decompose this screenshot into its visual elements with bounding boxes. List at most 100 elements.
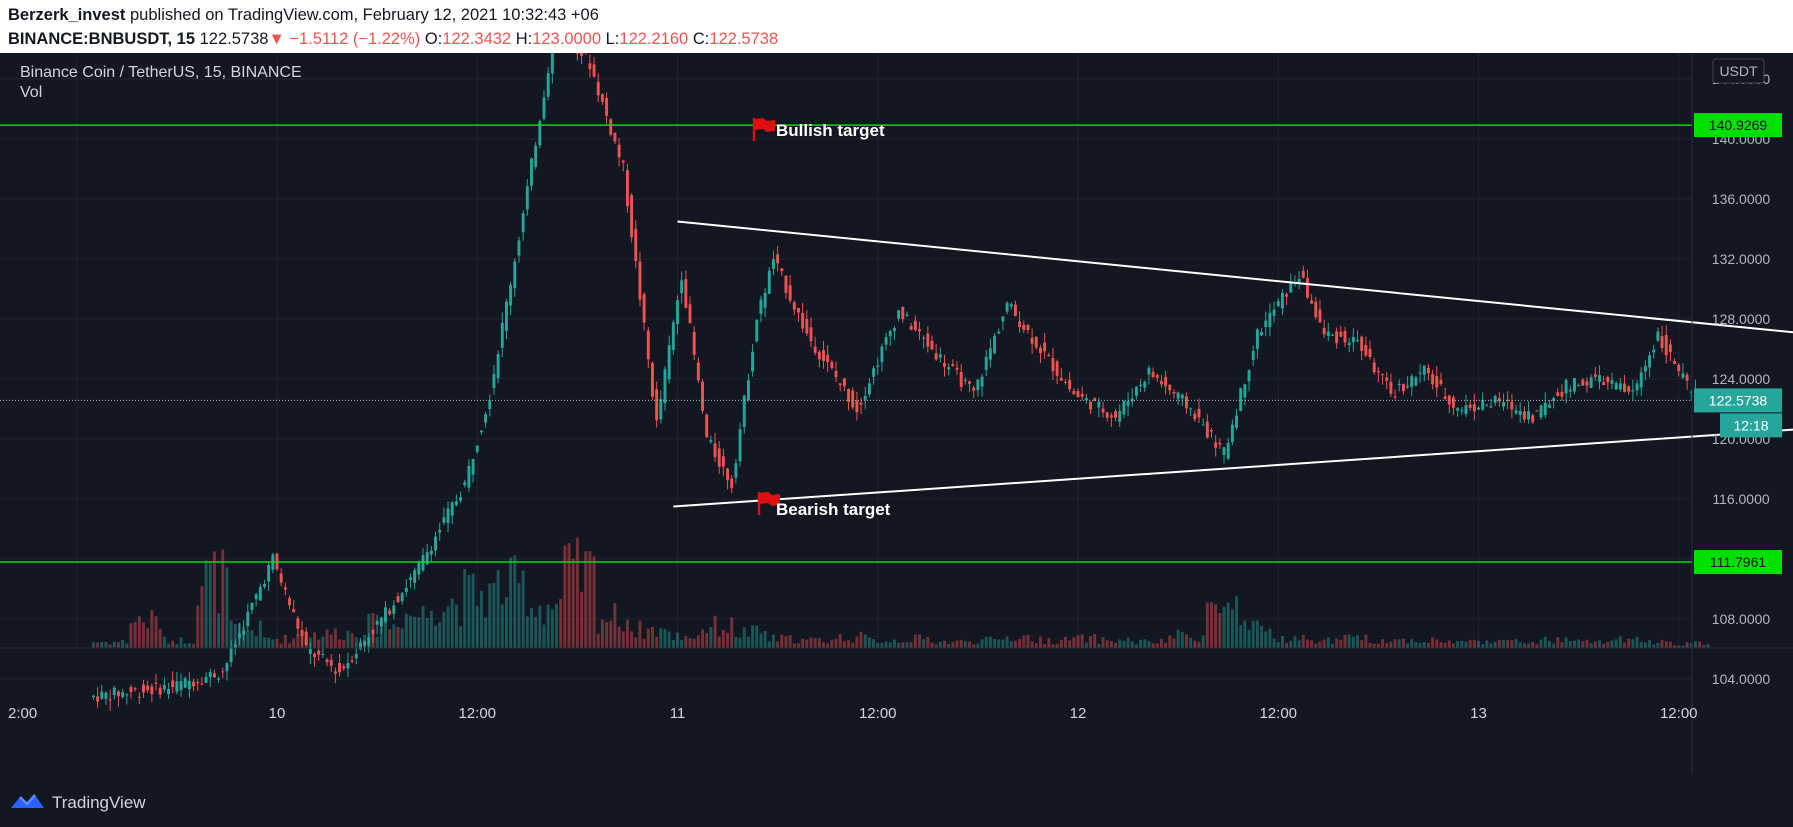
candle [634, 220, 638, 269]
candle [792, 300, 796, 315]
volume-bar [288, 643, 291, 648]
candle-body [1589, 377, 1593, 388]
candle-body [655, 389, 659, 421]
candle [1201, 418, 1205, 426]
volume-bar [642, 638, 646, 648]
candle [379, 616, 383, 634]
price-tick-label: 104.0000 [1712, 671, 1771, 687]
candle-body [162, 685, 166, 690]
tradingview-brand-label[interactable]: TradingView [52, 793, 146, 812]
candle-body [788, 285, 792, 301]
volume-bar [91, 642, 95, 648]
chart-area[interactable]: Bullish target Bearish target 104.0000 10… [0, 14, 1793, 774]
candle [1472, 393, 1476, 421]
candle [463, 479, 467, 488]
volume-bar [1652, 644, 1656, 648]
volume-bar [1485, 640, 1489, 648]
candle [1623, 374, 1626, 393]
volume-bar [1593, 641, 1597, 648]
candle [350, 655, 354, 664]
candle [1535, 409, 1539, 412]
candle [1602, 375, 1606, 386]
candle [1593, 367, 1597, 381]
candle [142, 679, 145, 698]
candle-body [717, 448, 721, 467]
volume-bar [1698, 641, 1702, 648]
drawing-layer[interactable] [0, 124, 1793, 563]
candle [1547, 399, 1551, 408]
candle [1331, 333, 1334, 337]
candle-body [442, 517, 446, 523]
candle-body [696, 362, 700, 381]
volume-bar [1143, 639, 1147, 648]
candle [951, 359, 955, 367]
candle-body [713, 443, 717, 458]
candle-body [888, 330, 892, 337]
volume-bar [467, 575, 471, 648]
candle [830, 359, 834, 370]
candle-body [1614, 383, 1618, 390]
last-price-badge-bg [1694, 388, 1782, 413]
candle-body [1130, 398, 1134, 402]
volume-bars [91, 537, 1710, 648]
candle [1560, 384, 1564, 401]
candle [96, 687, 100, 708]
triangle-trendline[interactable] [673, 424, 1793, 508]
volume-bar [313, 632, 317, 648]
candle [488, 394, 492, 417]
candle-body [484, 414, 488, 423]
volume-bar [684, 636, 688, 648]
candle [233, 639, 237, 655]
candle-body [321, 654, 325, 656]
volume-bar [692, 638, 696, 648]
candle [621, 159, 625, 172]
volume-bar [1280, 635, 1284, 648]
volume-bar [834, 638, 838, 648]
time-tick-label: 10 [269, 705, 286, 722]
candle-body [955, 367, 959, 370]
tradingview-logo-icon[interactable] [10, 792, 46, 810]
volume-bar [1176, 629, 1180, 648]
candle-body [1126, 400, 1130, 406]
volume-bar [763, 630, 767, 648]
candle-body [1118, 411, 1122, 422]
volume-bar [354, 637, 358, 648]
volume-bar [137, 616, 141, 648]
candle-body [1343, 331, 1347, 343]
volume-bar [542, 624, 546, 648]
candle [1452, 395, 1455, 416]
candle-body [621, 160, 625, 163]
candle-body [1618, 383, 1622, 390]
candle-body [1556, 392, 1560, 396]
candle [1247, 369, 1251, 392]
volume-bar [1589, 643, 1593, 648]
volume-bar [513, 555, 517, 648]
triangle-trendline[interactable] [677, 220, 1793, 341]
volume-bar [659, 628, 663, 648]
candle-body [1397, 383, 1401, 385]
currency-badge[interactable]: USDT [1712, 58, 1765, 84]
candle-body [1689, 391, 1693, 393]
volume-bar [179, 637, 183, 648]
candle-body [100, 691, 104, 699]
candle [530, 157, 533, 191]
bullish-target-flag-icon [752, 118, 775, 141]
candle-body [146, 685, 150, 691]
candle-body [1276, 300, 1280, 307]
candle [484, 411, 488, 428]
candle [546, 67, 550, 101]
candle-body [1660, 336, 1664, 348]
price-scale[interactable]: 104.0000108.0000112.0000116.0000120.0000… [1712, 71, 1771, 687]
candle [1255, 327, 1259, 359]
candle [884, 332, 888, 351]
volume-bar [129, 623, 133, 648]
price-chart[interactable]: Bullish target Bearish target 104.0000 10… [0, 14, 1793, 774]
volume-bar [621, 631, 625, 648]
volume-bar [1677, 645, 1681, 648]
author-name[interactable]: Berzerk_invest [8, 6, 126, 24]
candle-body [1426, 368, 1430, 374]
candle [1072, 387, 1076, 395]
target-price-badge-bg [1694, 550, 1782, 575]
volume-bar [367, 613, 371, 648]
